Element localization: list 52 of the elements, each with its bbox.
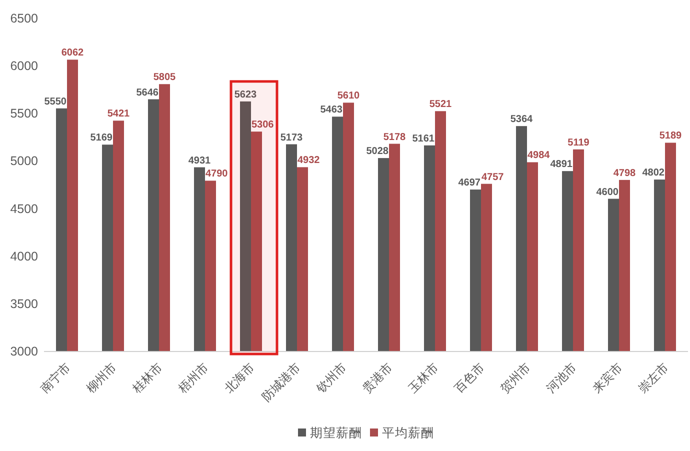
x-tick-label: 贺州市 — [498, 360, 534, 396]
legend-label: 平均薪酬 — [382, 426, 434, 440]
data-label: 5610 — [337, 90, 360, 102]
data-label: 4697 — [458, 178, 481, 189]
x-tick-label: 崇左市 — [636, 360, 672, 396]
x-tick-label: 桂林市 — [129, 360, 166, 396]
data-label: 5623 — [234, 89, 258, 100]
x-tick-label: 钦州市 — [313, 360, 350, 396]
x-tick-label: 防城港市 — [259, 360, 304, 404]
data-label: 5189 — [659, 130, 682, 142]
data-label: 4757 — [482, 172, 504, 183]
x-tick-label: 来宾市 — [590, 360, 626, 396]
data-label: 4600 — [596, 186, 619, 198]
x-tick-label: 梧州市 — [175, 360, 212, 396]
y-tick-label: 6000 — [10, 59, 38, 74]
data-label: 4802 — [642, 168, 665, 179]
data-label: 4790 — [206, 168, 228, 180]
y-tick-label: 4500 — [10, 202, 38, 216]
y-tick-label: 3000 — [10, 344, 38, 358]
data-label: 4932 — [298, 155, 320, 166]
data-label: 4931 — [188, 155, 212, 166]
data-label: 5306 — [252, 120, 274, 131]
x-tick-label: 柳州市 — [84, 360, 120, 396]
data-label: 5119 — [568, 137, 590, 148]
x-tick-label: 南宁市 — [38, 360, 74, 396]
x-tick-label: 百色市 — [452, 360, 488, 396]
data-label: 5421 — [107, 108, 130, 120]
x-tick-label: 河池市 — [544, 360, 580, 396]
data-label: 5028 — [366, 146, 389, 158]
data-label: 4798 — [613, 168, 636, 179]
data-label: 6062 — [61, 48, 84, 59]
x-tick-label: 玉林市 — [406, 360, 442, 396]
y-tick-label: 3500 — [10, 296, 38, 311]
x-tick-label: 北海市 — [222, 360, 258, 396]
y-tick-label: 4000 — [10, 249, 38, 264]
data-label: 4891 — [550, 159, 573, 170]
y-tick-label: 5500 — [10, 106, 38, 121]
data-label: 5364 — [510, 114, 534, 126]
data-label: 5805 — [153, 72, 176, 84]
data-label: 5521 — [429, 99, 452, 110]
data-label: 5646 — [136, 87, 159, 98]
y-tick-label: 5000 — [10, 154, 38, 168]
data-label: 5169 — [90, 132, 113, 144]
data-label: 5178 — [383, 132, 406, 143]
x-tick-label: 贵港市 — [360, 360, 396, 396]
data-label: 5161 — [412, 133, 435, 144]
legend-label: 期望薪酬 — [310, 426, 362, 440]
data-label: 4984 — [528, 150, 550, 162]
data-label: 5463 — [320, 104, 343, 116]
data-label: 5173 — [280, 132, 304, 144]
data-label: 5550 — [44, 96, 67, 108]
y-tick-label: 6500 — [10, 12, 38, 26]
